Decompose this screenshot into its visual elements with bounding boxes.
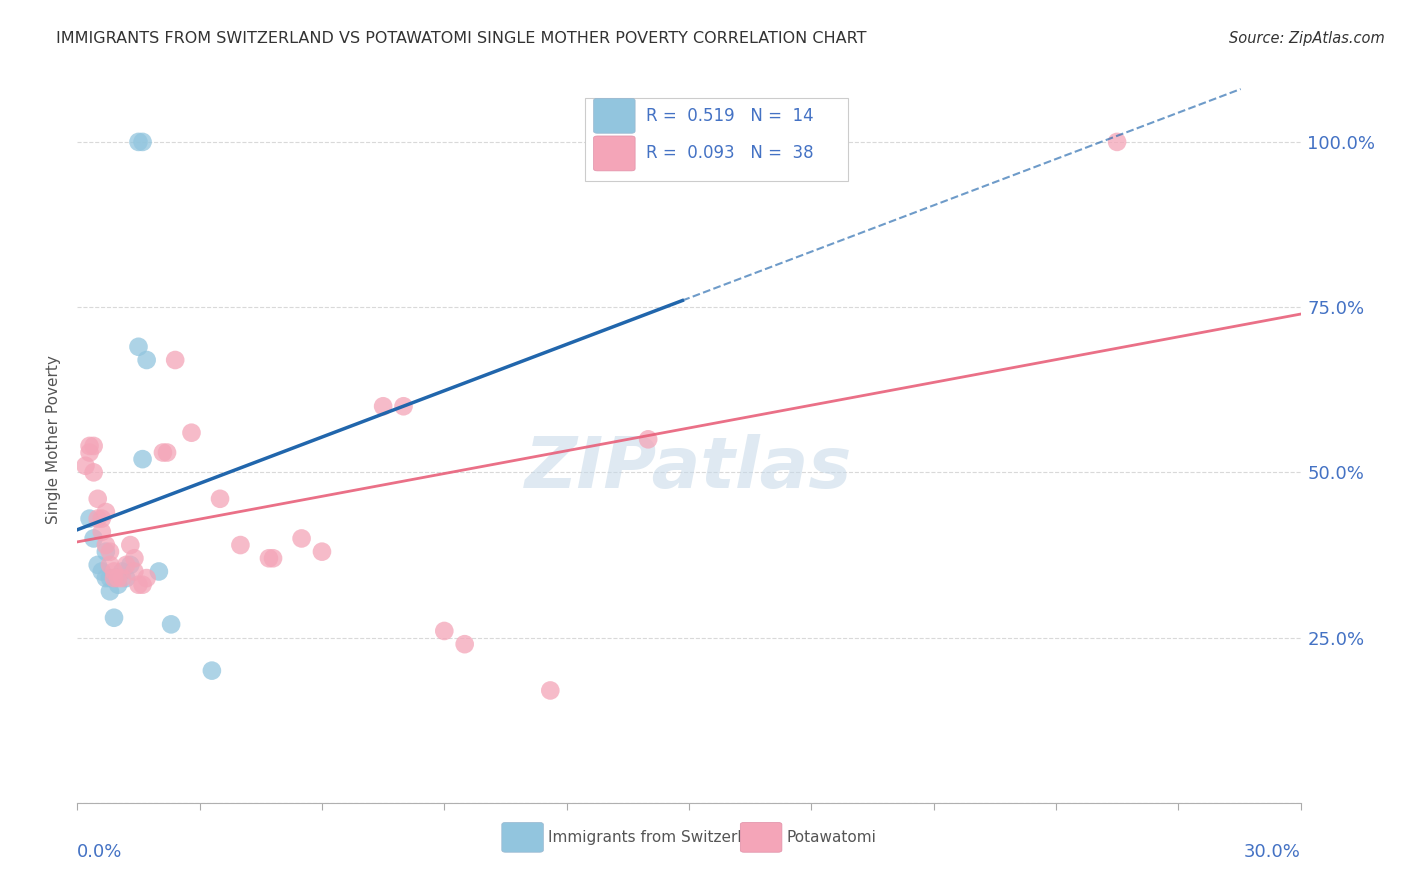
Text: R =  0.519   N =  14: R = 0.519 N = 14	[647, 107, 814, 125]
Point	[115, 571, 138, 585]
Point	[87, 558, 110, 572]
Point	[165, 353, 187, 368]
Point	[98, 571, 121, 585]
Point	[90, 511, 112, 525]
Point	[135, 571, 157, 585]
Point	[120, 558, 142, 572]
Point	[127, 340, 149, 354]
Point	[103, 611, 125, 625]
Point	[124, 565, 146, 579]
Point	[131, 578, 153, 592]
Point	[160, 617, 183, 632]
Point	[98, 558, 121, 572]
Point	[83, 439, 105, 453]
Point	[98, 544, 121, 558]
Point	[433, 624, 456, 638]
Text: Potawatomi: Potawatomi	[787, 830, 877, 845]
Point	[152, 445, 174, 459]
Point	[229, 538, 252, 552]
Text: Source: ZipAtlas.com: Source: ZipAtlas.com	[1229, 31, 1385, 46]
Point	[201, 664, 224, 678]
Point	[94, 571, 117, 585]
Point	[83, 532, 105, 546]
Point	[98, 584, 121, 599]
Point	[107, 578, 129, 592]
FancyBboxPatch shape	[593, 136, 636, 171]
Point	[90, 565, 112, 579]
Point	[148, 565, 170, 579]
Point	[115, 558, 138, 572]
Point	[127, 578, 149, 592]
Text: R =  0.093   N =  38: R = 0.093 N = 38	[647, 145, 814, 162]
Point	[453, 637, 475, 651]
Point	[79, 445, 101, 459]
Point	[90, 524, 112, 539]
Text: ZIPatlas: ZIPatlas	[526, 434, 852, 503]
Y-axis label: Single Mother Poverty: Single Mother Poverty	[46, 355, 62, 524]
Point	[257, 551, 280, 566]
Text: Immigrants from Switzerland: Immigrants from Switzerland	[548, 830, 770, 845]
Point	[127, 135, 149, 149]
Point	[75, 458, 97, 473]
Text: 30.0%: 30.0%	[1244, 843, 1301, 861]
Point	[637, 432, 659, 446]
Point	[371, 399, 394, 413]
Point	[131, 135, 153, 149]
Point	[87, 511, 110, 525]
Point	[538, 683, 561, 698]
FancyBboxPatch shape	[502, 822, 543, 852]
Point	[111, 571, 134, 585]
Point	[135, 353, 157, 368]
Point	[94, 505, 117, 519]
Point	[107, 571, 129, 585]
Point	[131, 452, 153, 467]
FancyBboxPatch shape	[741, 822, 782, 852]
Point	[1107, 135, 1129, 149]
Point	[290, 532, 312, 546]
Text: IMMIGRANTS FROM SWITZERLAND VS POTAWATOMI SINGLE MOTHER POVERTY CORRELATION CHAR: IMMIGRANTS FROM SWITZERLAND VS POTAWATOM…	[56, 31, 866, 46]
Point	[208, 491, 231, 506]
Point	[79, 439, 101, 453]
Point	[180, 425, 202, 440]
Point	[124, 551, 146, 566]
Point	[156, 445, 179, 459]
Point	[111, 565, 134, 579]
Text: 0.0%: 0.0%	[77, 843, 122, 861]
Point	[83, 466, 105, 480]
Point	[94, 544, 117, 558]
FancyBboxPatch shape	[593, 98, 636, 133]
Point	[87, 491, 110, 506]
FancyBboxPatch shape	[585, 97, 848, 181]
Point	[94, 538, 117, 552]
Point	[120, 538, 142, 552]
Point	[311, 544, 333, 558]
Point	[103, 571, 125, 585]
Point	[262, 551, 284, 566]
Point	[392, 399, 415, 413]
Point	[79, 511, 101, 525]
Point	[103, 565, 125, 579]
